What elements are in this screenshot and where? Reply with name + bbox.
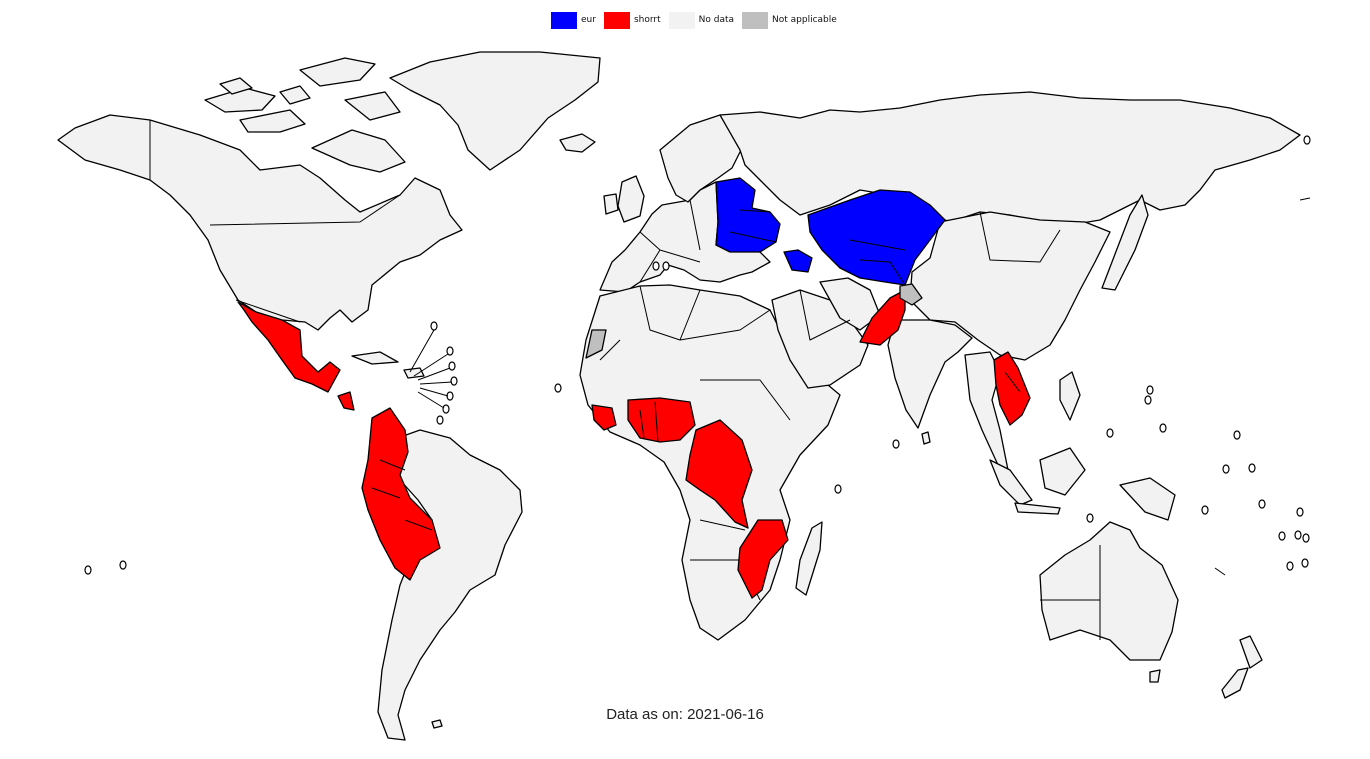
iceland: [559, 133, 596, 153]
legend-item-no-data: No data: [668, 11, 734, 29]
canadian-arctic-island: [344, 91, 401, 121]
region-shorrt-southeast-africa: [737, 519, 789, 599]
region-shorrt-panama: [337, 391, 355, 411]
region-not-applicable-western-sahara: [585, 329, 607, 359]
cuba: [351, 351, 399, 365]
japan: [1101, 194, 1149, 291]
north-america-landmass: [57, 114, 463, 331]
region-shorrt-west-africa: [591, 404, 617, 431]
legend-swatch-eur: [551, 11, 577, 29]
data-date-value: 2021-06-16: [687, 706, 764, 723]
region-eur-belarus-ukraine: [715, 177, 781, 253]
canadian-arctic-island: [279, 85, 311, 105]
ireland: [603, 193, 619, 215]
australia: [1039, 521, 1179, 661]
legend-label-eur: eur: [581, 15, 596, 25]
sri-lanka: [921, 431, 931, 445]
new-zealand: [1221, 667, 1249, 699]
canadian-arctic-island: [239, 109, 306, 133]
sumatra: [989, 459, 1033, 506]
region-shorrt-andes: [361, 407, 441, 581]
canadian-arctic-island: [311, 129, 406, 173]
legend-swatch-shorrt: [603, 11, 630, 29]
legend-item-eur: eur: [551, 11, 596, 29]
borneo: [1039, 447, 1086, 496]
madagascar: [795, 521, 823, 596]
hispaniola: [403, 367, 425, 379]
region-eur-kazakhstan-central-asia: [807, 189, 946, 286]
region-eur-caucasus: [783, 249, 813, 273]
region-not-applicable-kashmir: [899, 283, 923, 306]
india: [887, 319, 973, 429]
greenland: [389, 51, 601, 171]
falkland-islands: [431, 719, 443, 729]
legend-item-not-applicable: Not applicable: [742, 11, 837, 29]
region-shorrt-west-africa-gulf: [627, 397, 696, 443]
caribbean-leader-lines: [409, 197, 1311, 576]
data-date-caption: Data as on: 2021-06-16: [96, 706, 1274, 723]
new-zealand: [1239, 635, 1263, 669]
region-shorrt-central-africa: [685, 419, 753, 529]
legend-label-no-data: No data: [698, 15, 734, 25]
canadian-arctic-island: [219, 77, 253, 95]
java: [1014, 502, 1061, 515]
russia-asia-landmass: [719, 91, 1301, 226]
small-islands: [84, 135, 1311, 575]
tasmania: [1149, 669, 1161, 683]
region-shorrt-indochina: [993, 351, 1031, 426]
map-legend: eur shorrt No data Not applicable: [551, 11, 845, 29]
legend-swatch-no-data: [668, 11, 695, 29]
philippines: [1059, 371, 1081, 421]
great-britain: [617, 175, 645, 223]
new-guinea: [1119, 477, 1176, 521]
legend-label-shorrt: shorrt: [633, 15, 661, 25]
legend-swatch-not-applicable: [742, 11, 768, 29]
legend-label-not-applicable: Not applicable: [772, 15, 837, 25]
region-shorrt-mexico-central-america: [237, 301, 341, 393]
data-date-prefix: Data as on:: [606, 706, 688, 723]
canadian-arctic-island: [299, 57, 376, 87]
legend-item-shorrt: shorrt: [603, 11, 661, 29]
